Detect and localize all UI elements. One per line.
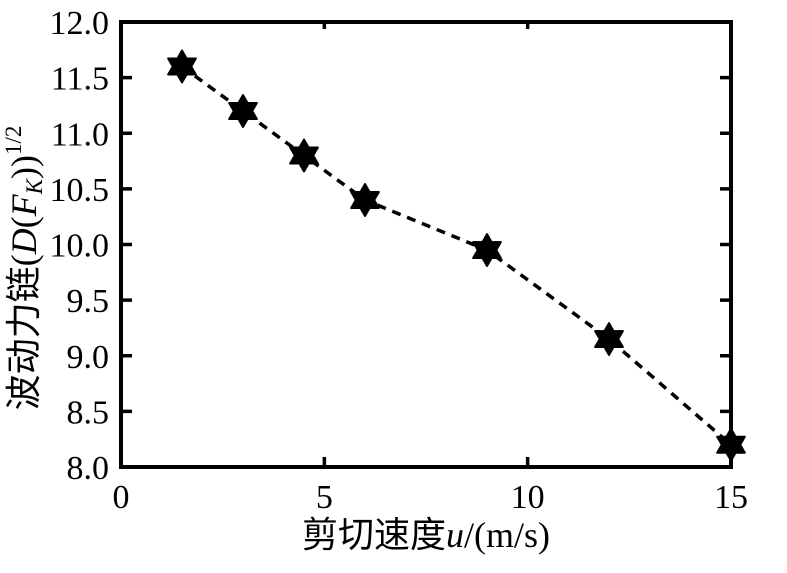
x-tick-label: 5 — [316, 479, 333, 516]
y-tick-label: 12.0 — [50, 5, 110, 42]
y-tick-labels: 12.0 11.5 11.0 10.5 10.0 9.5 9.0 8.5 8.0 — [50, 5, 110, 487]
series-line — [180, 65, 733, 447]
series — [180, 65, 733, 447]
y-tick-label: 8.5 — [67, 394, 110, 431]
y-tick-label: 8.0 — [67, 450, 110, 487]
series-markers — [167, 49, 746, 462]
data-point-marker — [167, 49, 197, 84]
x-tick-label: 10 — [511, 479, 545, 516]
data-point-marker — [350, 183, 380, 217]
data-point-marker — [228, 94, 258, 128]
data-point-marker — [472, 233, 502, 268]
x-tick-labels: 0 5 10 15 — [113, 479, 749, 516]
y-tick-label: 11.0 — [51, 116, 109, 153]
y-tick-label: 10.0 — [50, 228, 110, 265]
data-point-marker — [289, 138, 319, 173]
y-axis-label: 波动力链(D(FK))1/2 — [1, 126, 47, 411]
y-tick-label: 10.5 — [50, 172, 110, 209]
y-tick-label: 11.5 — [51, 61, 109, 98]
y-tick-label: 9.0 — [67, 339, 110, 376]
y-tick-label: 9.5 — [67, 283, 110, 320]
axis-ticks — [119, 20, 733, 469]
x-tick-label: 0 — [113, 479, 130, 516]
x-axis-label: 剪切速度u/(m/s) — [302, 515, 550, 555]
data-point-marker — [716, 427, 746, 462]
x-tick-label: 15 — [714, 479, 748, 516]
data-point-marker — [594, 322, 624, 357]
